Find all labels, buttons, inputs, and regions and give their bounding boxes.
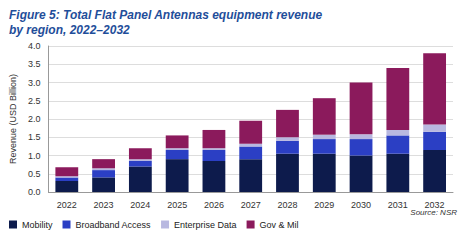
svg-text:3.5: 3.5 bbox=[28, 59, 41, 69]
svg-text:2029: 2029 bbox=[314, 200, 334, 210]
svg-text:2.5: 2.5 bbox=[28, 96, 41, 106]
svg-text:2.0: 2.0 bbox=[28, 114, 41, 124]
svg-text:1.5: 1.5 bbox=[28, 132, 41, 142]
svg-text:4.0: 4.0 bbox=[28, 41, 41, 51]
svg-text:2026: 2026 bbox=[204, 200, 224, 210]
svg-text:2028: 2028 bbox=[277, 200, 297, 210]
svg-text:2024: 2024 bbox=[130, 200, 150, 210]
svg-text:2027: 2027 bbox=[241, 200, 261, 210]
svg-text:1.0: 1.0 bbox=[28, 151, 41, 161]
svg-text:2025: 2025 bbox=[167, 200, 187, 210]
svg-text:Figure 5: Total Flat Panel Ant: Figure 5: Total Flat Panel Antennas equi… bbox=[9, 8, 326, 22]
svg-text:Source: NSR: Source: NSR bbox=[410, 207, 457, 217]
svg-text:0.5: 0.5 bbox=[28, 169, 41, 179]
svg-text:Revenue (USD Billion): Revenue (USD Billion) bbox=[8, 74, 18, 164]
svg-text:2023: 2023 bbox=[94, 200, 114, 210]
svg-text:0.0: 0.0 bbox=[28, 187, 41, 197]
svg-text:Mobility: Mobility bbox=[22, 220, 53, 230]
svg-text:2032: 2032 bbox=[425, 200, 445, 210]
svg-text:by region, 2022–2032: by region, 2022–2032 bbox=[9, 23, 130, 37]
svg-text:Enterprise Data: Enterprise Data bbox=[174, 220, 237, 230]
svg-text:2030: 2030 bbox=[351, 200, 371, 210]
svg-text:Broadband Access: Broadband Access bbox=[76, 220, 152, 230]
svg-text:2031: 2031 bbox=[388, 200, 408, 210]
svg-text:3.0: 3.0 bbox=[28, 78, 41, 88]
svg-text:2022: 2022 bbox=[57, 200, 77, 210]
svg-text:Gov & Mil: Gov & Mil bbox=[260, 220, 299, 230]
